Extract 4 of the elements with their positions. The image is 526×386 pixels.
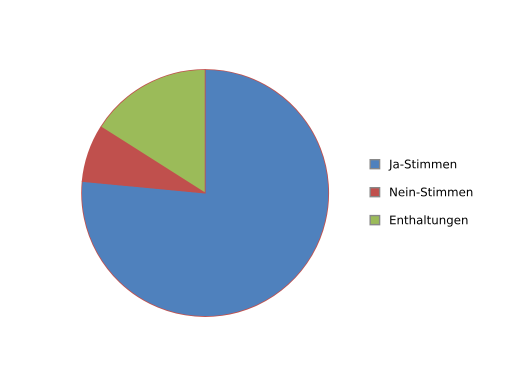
legend-label: Ja-Stimmen: [388, 159, 456, 171]
legend-label: Enthaltungen: [390, 215, 468, 227]
pie-slice: [81, 69, 330, 317]
legend-label: Nein-Stimmen: [390, 187, 472, 196]
